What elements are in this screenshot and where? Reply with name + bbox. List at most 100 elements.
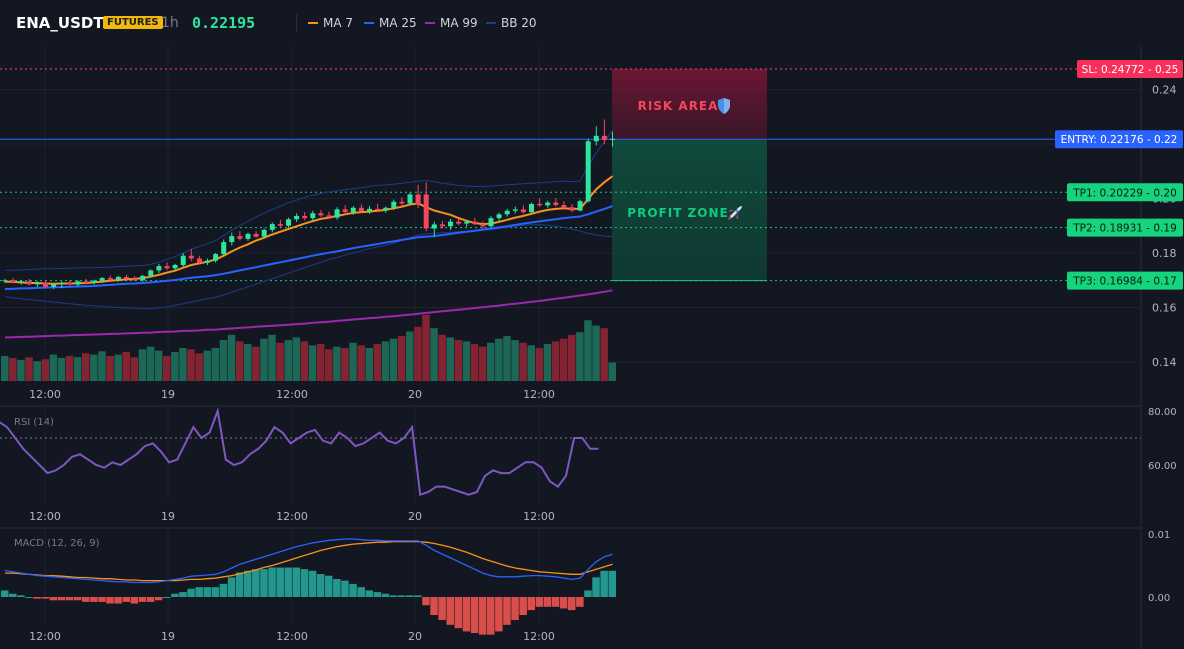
candle-body <box>545 202 551 206</box>
level-tag-tp2: TP2: 0.18931 - 0.19 <box>1067 218 1183 237</box>
volume-bar <box>511 340 519 381</box>
volume-bar <box>406 331 414 381</box>
candle-body <box>431 224 437 229</box>
macd-histogram-bar <box>284 567 292 597</box>
candle <box>480 221 486 229</box>
legend-ma99[interactable]: MA 99 <box>425 16 478 30</box>
macd-histogram-bar <box>397 595 406 597</box>
candle-body <box>367 208 372 212</box>
macd-histogram-bar <box>82 597 90 602</box>
candle <box>415 184 421 209</box>
volume-bar <box>17 359 25 381</box>
legend-ma7[interactable]: MA 7 <box>308 16 353 30</box>
candle-body <box>553 202 559 206</box>
volume-bar <box>503 336 511 381</box>
macd-histogram-bar <box>57 597 66 601</box>
candle <box>577 199 583 212</box>
candle-body <box>59 282 65 285</box>
candle-body <box>375 208 381 210</box>
macd-histogram-bar <box>138 597 147 602</box>
volume-bar <box>470 344 479 381</box>
candle-body <box>585 141 591 202</box>
candle <box>569 203 575 213</box>
candle <box>439 220 445 229</box>
candle <box>318 209 324 218</box>
candle <box>358 204 364 213</box>
candle-body <box>577 201 583 211</box>
shield-icon <box>718 98 730 114</box>
candle <box>140 274 146 282</box>
ma7-line <box>4 175 614 285</box>
level-tag-bg-tp1 <box>1067 183 1183 202</box>
volume-bar <box>551 341 560 381</box>
volume-bar <box>365 348 373 381</box>
volume-bar <box>584 320 592 381</box>
candle <box>342 205 348 215</box>
candle-body <box>180 255 186 265</box>
legend-ma25-label: MA 25 <box>379 16 417 30</box>
macd-histogram-bar <box>260 569 268 597</box>
level-tag-text-sl: SL: 0.24772 - 0.25 <box>1082 64 1179 76</box>
macd-histogram-bar <box>219 583 228 597</box>
volume-bar <box>9 357 17 381</box>
candle-body <box>488 218 494 227</box>
macd-histogram-bar <box>414 595 422 597</box>
volume-bar <box>349 342 357 381</box>
legend-ma7-label: MA 7 <box>323 16 354 30</box>
time-label: 12:00 <box>29 388 61 401</box>
volume-bar <box>195 353 203 381</box>
macd-histogram-bar <box>333 578 341 597</box>
macd-histogram-bar <box>406 595 414 597</box>
candle-body <box>107 278 113 280</box>
volume-bar <box>276 342 284 381</box>
level-tag-tp3: TP3: 0.16984 - 0.17 <box>1067 271 1183 290</box>
time-axes[interactable]: 12:00 19 12:00 20 12:00 12:00 19 12:00 20 12:00 12… <box>29 388 555 643</box>
symbol-name[interactable]: ENA_USDT <box>16 14 104 32</box>
legend-bb20-label: BB 20 <box>501 16 537 30</box>
macd-histogram-bar <box>33 597 41 599</box>
candle-body <box>601 135 607 140</box>
candle-body <box>520 209 526 213</box>
level-tag-tp1: TP1: 0.20229 - 0.20 <box>1067 183 1183 202</box>
candle <box>431 221 437 237</box>
legend-ma25[interactable]: MA 25 <box>364 16 417 30</box>
macd-histogram-bar <box>349 583 357 597</box>
candle <box>172 263 178 271</box>
volume-bar <box>357 345 365 381</box>
macd-histogram-bar <box>203 587 211 597</box>
candle-body <box>213 254 219 261</box>
level-tags: SL: 0.24772 - 0.25 ENTRY: 0.22176 - 0.22 T… <box>1055 60 1183 290</box>
candle <box>294 213 300 222</box>
level-tag-bg-sl <box>1077 60 1183 78</box>
volume-bar <box>462 341 471 381</box>
volume-bar <box>600 328 608 381</box>
candle <box>520 205 526 214</box>
candle-body <box>496 214 502 219</box>
volume-bar <box>98 351 106 381</box>
volume-bar <box>397 336 406 381</box>
volume-bar <box>300 341 309 381</box>
macd-histogram-bar <box>600 570 608 597</box>
macd-histogram-bar <box>373 592 382 597</box>
volume-bar <box>316 344 325 381</box>
candlesticks <box>2 119 615 289</box>
candle-body <box>269 224 275 230</box>
macd-histogram-bar <box>179 592 187 597</box>
candle-body <box>237 236 243 239</box>
volume-bar <box>244 344 252 381</box>
macd-histogram-bar <box>381 593 390 597</box>
legend-bb20[interactable]: BB 20 <box>486 16 537 30</box>
timeframe-label[interactable]: 1h <box>161 15 179 31</box>
candle <box>51 282 57 289</box>
time-label: 12:00 <box>523 388 555 401</box>
candle <box>561 201 567 210</box>
volume-bar <box>114 354 122 381</box>
volume-bar <box>430 328 438 381</box>
macd-histogram-bar <box>154 597 163 601</box>
volume-bar <box>446 337 454 381</box>
macd-histogram-bar <box>130 597 139 604</box>
candle-body <box>91 280 97 283</box>
candle <box>213 253 219 263</box>
volume-bar <box>203 350 211 381</box>
